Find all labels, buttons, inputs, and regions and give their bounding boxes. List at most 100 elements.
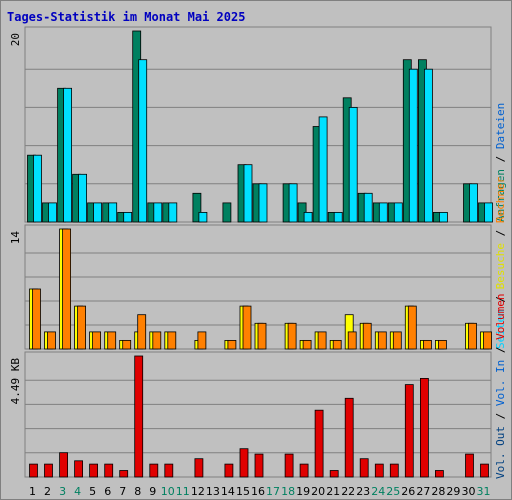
x-tick-label-day-22: 22 — [341, 485, 355, 498]
bar-dateien-day-30 — [469, 183, 478, 223]
x-tick-label-day-15: 15 — [236, 485, 250, 498]
bar-rechner-day-1 — [32, 288, 41, 350]
bar-rechner-day-18 — [287, 322, 297, 350]
bar-dateien-day-2 — [48, 202, 57, 223]
bar-dateien-day-8 — [138, 59, 148, 223]
bar-volumen-day-3 — [59, 452, 68, 478]
legend-separator: / — [494, 340, 507, 360]
bar-dateien-day-1 — [33, 154, 42, 223]
bar-dateien-day-12 — [198, 211, 208, 223]
bar-rechner-day-8 — [137, 314, 147, 350]
x-tick-label-day-9: 9 — [149, 485, 156, 498]
bar-volumen-day-24 — [374, 463, 384, 478]
legend-bottom: Vol. Out / Vol. In / Volumen — [494, 294, 507, 479]
bar-volumen-day-20 — [314, 409, 324, 478]
legend-entry-rechner: Rechner — [494, 176, 507, 223]
legend-entry-besuche: Besuche — [494, 243, 507, 289]
bar-rechner-day-12 — [197, 331, 207, 350]
panel-middle: 14 — [9, 224, 492, 350]
x-tick-label-day-12: 12 — [191, 485, 205, 498]
x-tick-label-day-14: 14 — [221, 485, 235, 498]
x-tick-label-day-20: 20 — [311, 485, 325, 498]
bar-volumen-day-22 — [344, 397, 354, 478]
bar-dateien-day-26 — [408, 68, 418, 223]
bar-rechner-day-26 — [407, 305, 417, 350]
bar-volumen-day-8 — [134, 355, 144, 478]
x-tick-label-day-17: 17 — [266, 485, 280, 498]
legend-entry-volumen: Volumen — [494, 294, 507, 340]
bar-rechner-day-27 — [422, 339, 432, 350]
bar-dateien-day-23 — [363, 192, 373, 223]
bar-dateien-day-5 — [93, 202, 102, 223]
x-tick-label-day-8: 8 — [134, 485, 141, 498]
bar-volumen-day-4 — [74, 460, 83, 478]
bar-dateien-day-19 — [303, 211, 313, 223]
y-tick-label: 14 — [9, 231, 22, 245]
bar-rechner-day-24 — [377, 331, 387, 350]
legend-entry-dateien: Dateien — [494, 103, 507, 149]
x-tick-label-day-13: 13 — [206, 485, 220, 498]
bar-volumen-day-26 — [404, 384, 414, 478]
bar-volumen-day-1 — [29, 463, 38, 478]
bar-rechner-day-9 — [152, 331, 162, 350]
bar-volumen-day-25 — [389, 463, 399, 478]
bar-volumen-day-16 — [254, 453, 264, 478]
x-tick-label-day-6: 6 — [104, 485, 111, 498]
bar-dateien-day-3 — [63, 87, 72, 223]
x-tick-label-day-27: 27 — [416, 485, 430, 498]
x-tick-label-day-16: 16 — [251, 485, 265, 498]
bar-anfragen-day-12 — [192, 192, 202, 223]
legend-entry-vol-out: Vol. Out — [494, 426, 507, 479]
bar-volumen-day-19 — [299, 463, 309, 478]
bar-volumen-day-10 — [164, 463, 174, 478]
panel-bottom: 4.49 KB — [9, 351, 492, 478]
bar-volumen-day-30 — [465, 453, 474, 478]
x-tick-label-day-24: 24 — [371, 485, 385, 498]
bar-rechner-day-3 — [62, 228, 71, 350]
legend-top: Anfragen / Dateien — [494, 103, 507, 222]
bar-rechner-day-23 — [362, 322, 372, 350]
legend-separator: / — [494, 289, 507, 309]
bar-rechner-day-25 — [392, 331, 402, 350]
x-tick-label-day-26: 26 — [401, 485, 415, 498]
x-tick-label-day-10: 10 — [161, 485, 175, 498]
bar-volumen-day-9 — [149, 463, 159, 478]
bar-volumen-day-5 — [89, 463, 98, 478]
bar-dateien-day-28 — [438, 211, 448, 223]
bar-volumen-day-7 — [119, 470, 129, 478]
bar-dateien-day-4 — [78, 173, 87, 223]
chart-title: Tages-Statistik im Monat Mai 2025 — [7, 10, 245, 24]
bar-rechner-day-21 — [332, 339, 342, 350]
bar-volumen-day-28 — [434, 470, 444, 478]
bar-volumen-day-15 — [239, 448, 249, 478]
x-tick-label-day-28: 28 — [431, 485, 445, 498]
legend-middle: Seiten / Besuche / Rechner — [494, 176, 507, 349]
bar-volumen-day-23 — [359, 458, 369, 478]
bar-dateien-day-20 — [318, 116, 328, 223]
x-tick-label-day-2: 2 — [44, 485, 51, 498]
bar-dateien-day-15 — [243, 164, 253, 223]
bar-rechner-day-30 — [468, 322, 477, 350]
x-tick-label-day-21: 21 — [326, 485, 340, 498]
bar-dateien-day-9 — [153, 202, 163, 223]
bar-dateien-day-27 — [423, 68, 433, 223]
x-tick-label-day-30: 30 — [462, 485, 476, 498]
y-tick-label: 4.49 KB — [9, 358, 22, 405]
bar-dateien-day-10 — [168, 202, 178, 223]
bar-rechner-day-2 — [47, 331, 56, 350]
bar-dateien-day-7 — [123, 211, 133, 223]
bar-rechner-day-15 — [242, 305, 252, 350]
bar-rechner-day-6 — [107, 331, 117, 350]
bar-volumen-day-12 — [194, 458, 204, 478]
bar-rechner-day-22 — [347, 331, 357, 350]
bar-rechner-day-7 — [122, 339, 132, 350]
bar-anfragen-day-14 — [222, 202, 232, 223]
bar-dateien-day-31 — [484, 202, 493, 223]
legend-separator: / — [494, 223, 507, 243]
bar-dateien-day-24 — [378, 202, 388, 223]
bar-rechner-day-31 — [483, 331, 492, 350]
bar-rechner-day-5 — [92, 331, 101, 350]
x-tick-label-day-19: 19 — [296, 485, 310, 498]
bar-dateien-day-22 — [348, 107, 358, 223]
